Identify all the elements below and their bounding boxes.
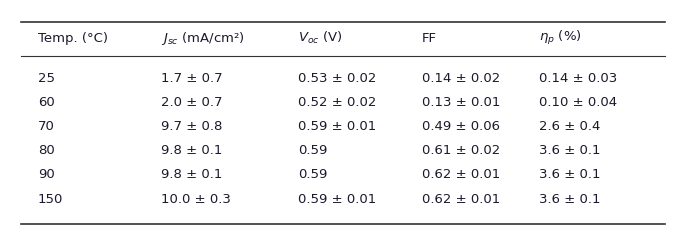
Text: 90: 90 (38, 168, 54, 182)
Text: 9.7 ± 0.8: 9.7 ± 0.8 (161, 120, 222, 133)
Text: 9.8 ± 0.1: 9.8 ± 0.1 (161, 168, 222, 182)
Text: FF: FF (422, 32, 437, 45)
Text: Temp. (°C): Temp. (°C) (38, 32, 108, 45)
Text: 3.6 ± 0.1: 3.6 ± 0.1 (539, 168, 600, 182)
Text: 1.7 ± 0.7: 1.7 ± 0.7 (161, 72, 223, 85)
Text: 150: 150 (38, 193, 63, 206)
Text: 0.14 ± 0.02: 0.14 ± 0.02 (422, 72, 500, 85)
Text: 80: 80 (38, 144, 54, 157)
Text: 0.14 ± 0.03: 0.14 ± 0.03 (539, 72, 617, 85)
Text: 2.0 ± 0.7: 2.0 ± 0.7 (161, 96, 223, 109)
Text: 60: 60 (38, 96, 54, 109)
Text: 0.62 ± 0.01: 0.62 ± 0.01 (422, 168, 500, 182)
Text: $J_{sc}$ (mA/cm²): $J_{sc}$ (mA/cm²) (161, 30, 245, 47)
Text: 3.6 ± 0.1: 3.6 ± 0.1 (539, 144, 600, 157)
Text: 0.61 ± 0.02: 0.61 ± 0.02 (422, 144, 500, 157)
Text: 9.8 ± 0.1: 9.8 ± 0.1 (161, 144, 222, 157)
Text: 25: 25 (38, 72, 55, 85)
Text: 3.6 ± 0.1: 3.6 ± 0.1 (539, 193, 600, 206)
Text: $V_{oc}$ (V): $V_{oc}$ (V) (298, 30, 343, 47)
Text: 70: 70 (38, 120, 55, 133)
Text: 0.10 ± 0.04: 0.10 ± 0.04 (539, 96, 617, 109)
Text: 10.0 ± 0.3: 10.0 ± 0.3 (161, 193, 231, 206)
Text: 0.59: 0.59 (298, 168, 328, 182)
Text: 0.59 ± 0.01: 0.59 ± 0.01 (298, 120, 377, 133)
Text: $\eta_{p}$ (%): $\eta_{p}$ (%) (539, 29, 581, 48)
Text: 0.59 ± 0.01: 0.59 ± 0.01 (298, 193, 377, 206)
Text: 0.53 ± 0.02: 0.53 ± 0.02 (298, 72, 377, 85)
Text: 0.52 ± 0.02: 0.52 ± 0.02 (298, 96, 377, 109)
Text: 0.59: 0.59 (298, 144, 328, 157)
Text: 0.62 ± 0.01: 0.62 ± 0.01 (422, 193, 500, 206)
Text: 0.13 ± 0.01: 0.13 ± 0.01 (422, 96, 500, 109)
Text: 0.49 ± 0.06: 0.49 ± 0.06 (422, 120, 500, 133)
Text: 2.6 ± 0.4: 2.6 ± 0.4 (539, 120, 600, 133)
